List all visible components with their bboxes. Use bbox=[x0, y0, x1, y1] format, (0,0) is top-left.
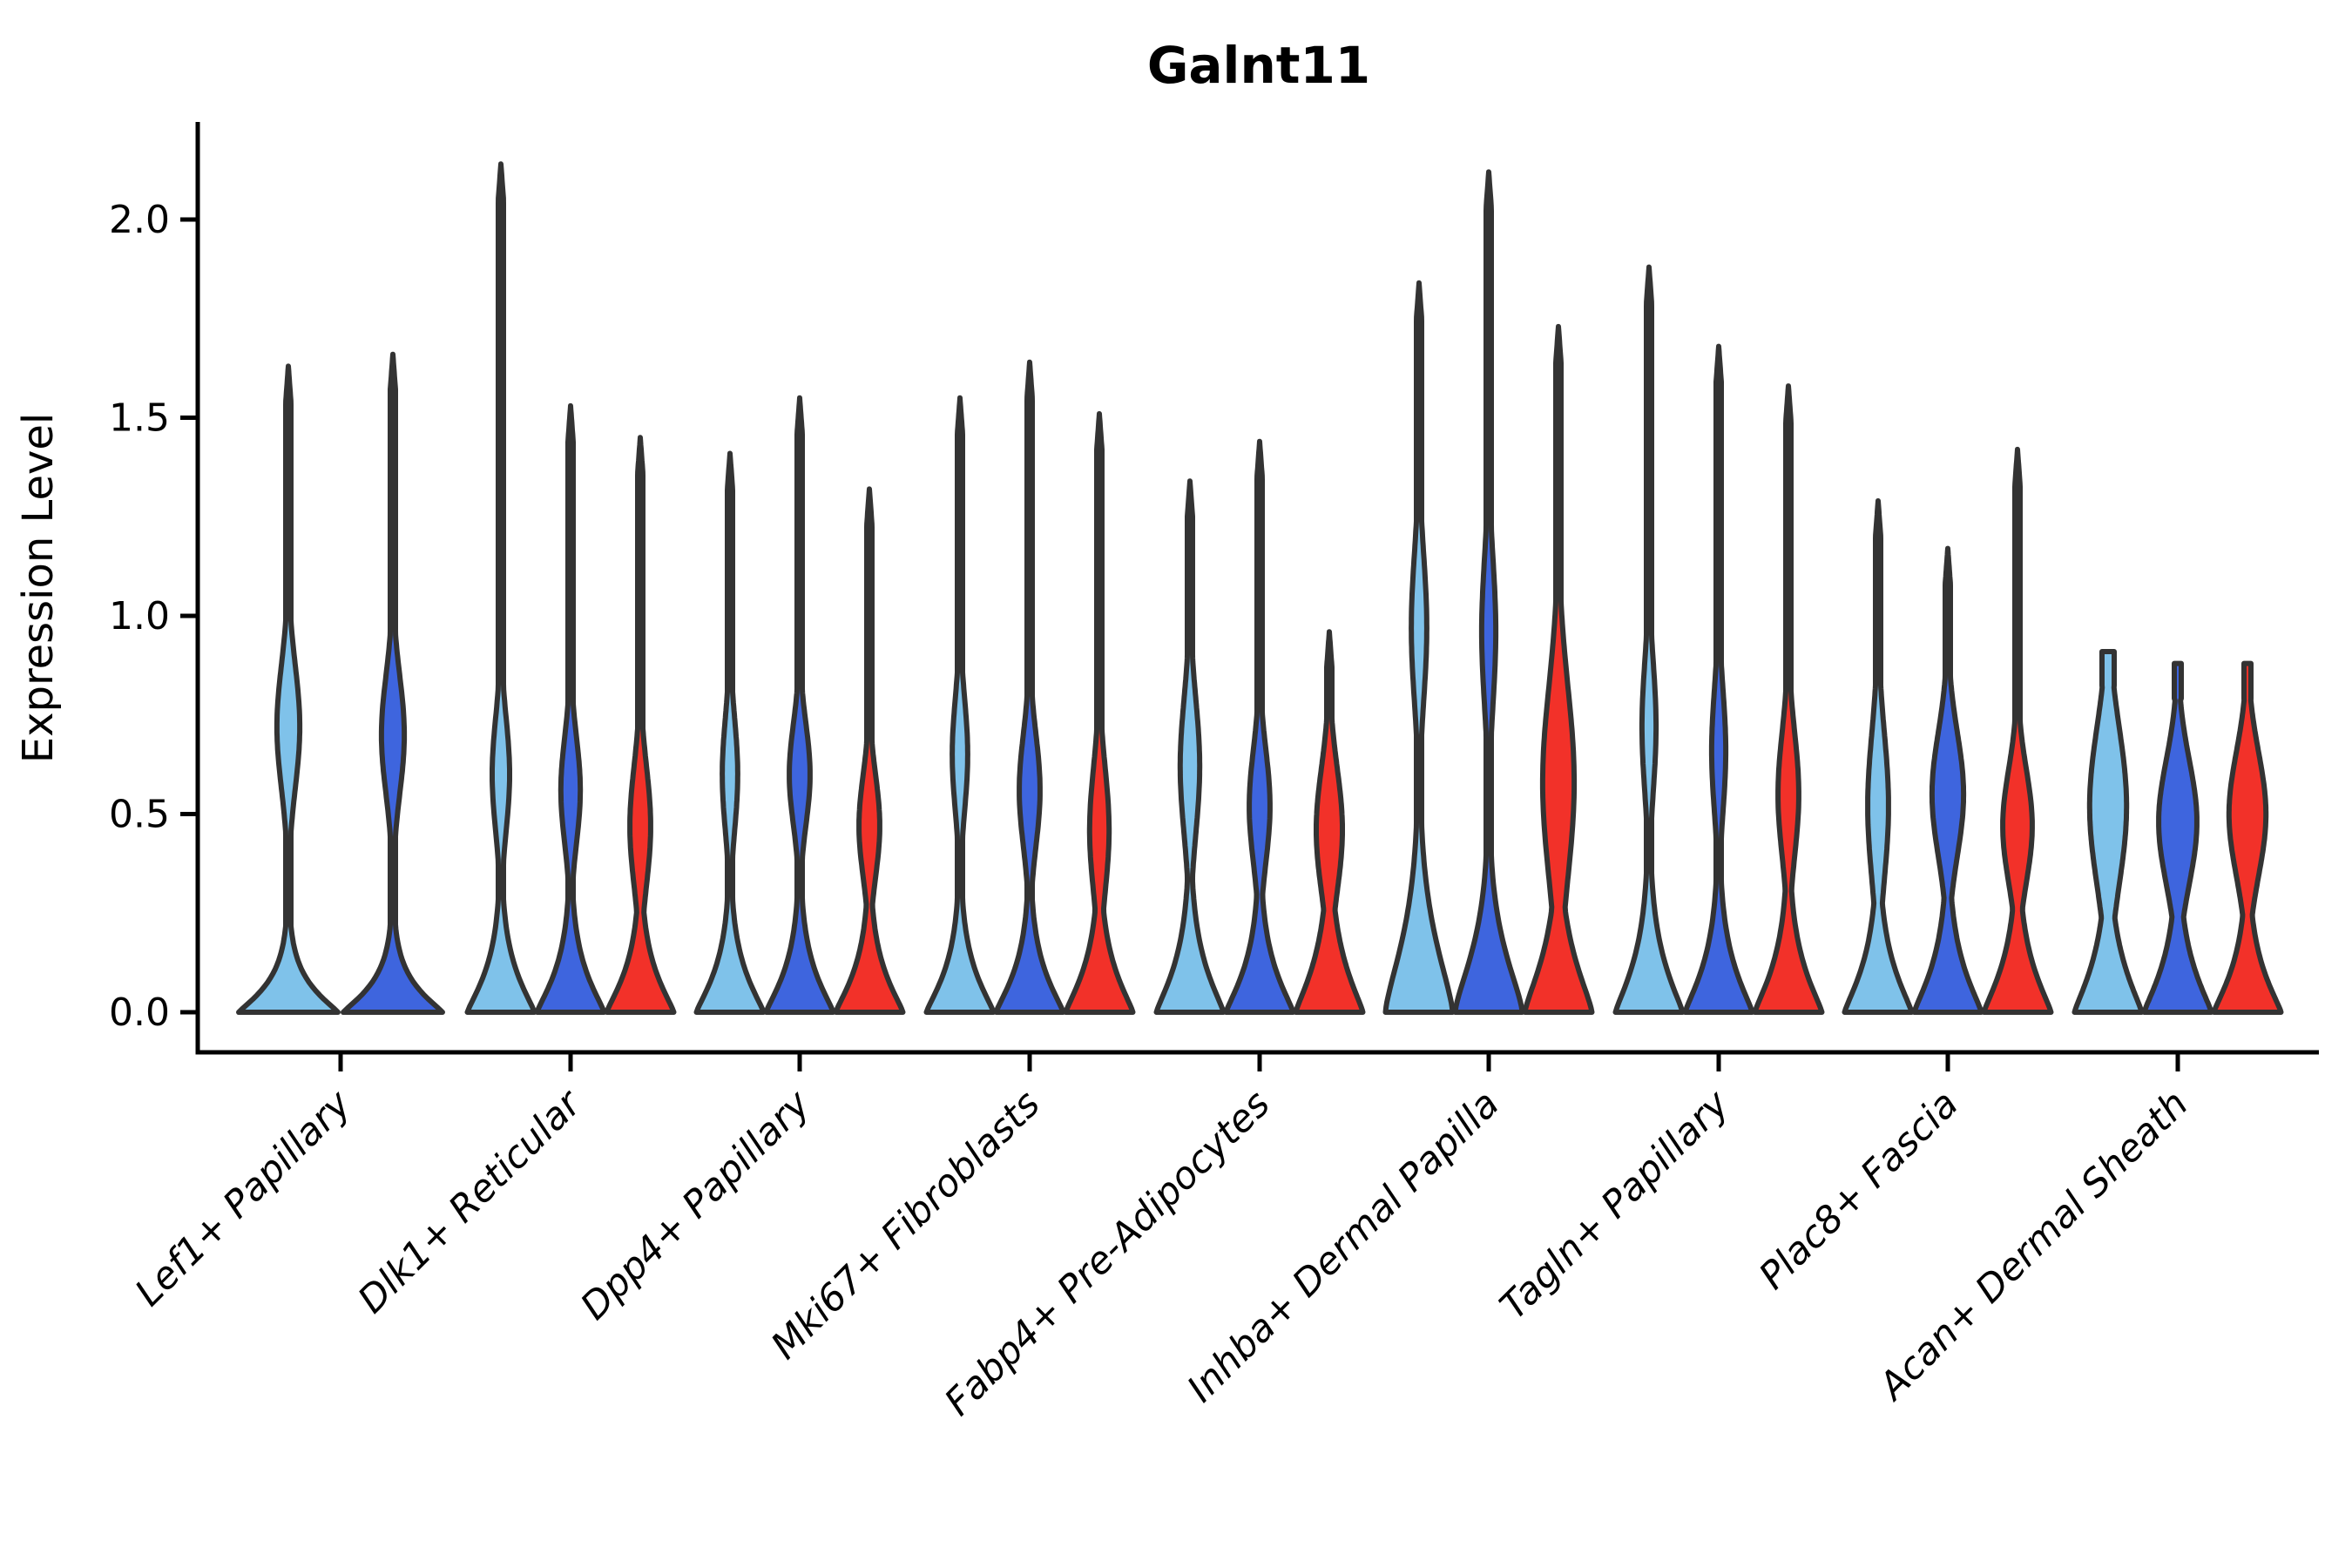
violin-series-1-lightblue bbox=[1382, 280, 1456, 1015]
violin-series-2-royalblue bbox=[1452, 169, 1525, 1015]
violin-series-3-red bbox=[1063, 411, 1136, 1015]
violin-series-1-lightblue bbox=[693, 450, 767, 1015]
violin-series-3-red bbox=[2211, 660, 2284, 1015]
y-axis-title: Expression Level bbox=[14, 413, 63, 764]
violin-series-2-royalblue bbox=[341, 351, 445, 1015]
violin-series-3-red bbox=[833, 486, 906, 1015]
violin-series-1-lightblue bbox=[1612, 264, 1686, 1015]
y-tick-label: 0.0 bbox=[109, 990, 170, 1035]
x-category-label: Tagln+ Papillary bbox=[1492, 1082, 1739, 1328]
x-category-label: Dpp4+ Papillary bbox=[572, 1082, 819, 1328]
x-category-label: Plac8+ Fascia bbox=[1751, 1082, 1967, 1298]
violin-series-3-red bbox=[1752, 383, 1825, 1015]
violin-series-2-royalblue bbox=[1911, 545, 1984, 1015]
violin-series-1-lightblue bbox=[236, 363, 341, 1015]
violin-series-2-royalblue bbox=[993, 359, 1066, 1015]
violin-series-1-lightblue bbox=[1842, 498, 1915, 1015]
y-tick-label: 2.0 bbox=[109, 198, 170, 242]
x-category-label: Dlk1+ Reticular bbox=[350, 1081, 591, 1322]
y-tick-label: 1.5 bbox=[109, 396, 170, 441]
x-category-label: Lef1+ Papillary bbox=[127, 1082, 360, 1315]
violin-series-3-red bbox=[604, 435, 677, 1015]
violin-series-3-red bbox=[1981, 446, 2054, 1015]
violin-series-2-royalblue bbox=[534, 402, 607, 1015]
violin-series-1-lightblue bbox=[1153, 478, 1227, 1015]
violin-series-1-lightblue bbox=[464, 161, 537, 1015]
violin-series-3-red bbox=[1522, 323, 1595, 1015]
violin-series-2-royalblue bbox=[1682, 343, 1755, 1015]
y-tick-label: 1.0 bbox=[109, 594, 170, 639]
violin-series-3-red bbox=[1293, 629, 1366, 1015]
violin-series-2-royalblue bbox=[2141, 660, 2214, 1015]
violin-series-2-royalblue bbox=[763, 395, 836, 1015]
violin-series-2-royalblue bbox=[1223, 438, 1296, 1015]
chart-title: Galnt11 bbox=[1147, 36, 1370, 95]
violin-series-1-lightblue bbox=[2072, 649, 2145, 1015]
axes bbox=[195, 122, 2319, 1055]
y-axis-tick-labels: 0.0 0.5 1.0 1.5 2.0 bbox=[109, 198, 198, 1035]
violin-series-1-lightblue bbox=[923, 395, 997, 1015]
violin-group bbox=[236, 161, 2284, 1015]
y-tick-label: 0.5 bbox=[109, 793, 170, 837]
